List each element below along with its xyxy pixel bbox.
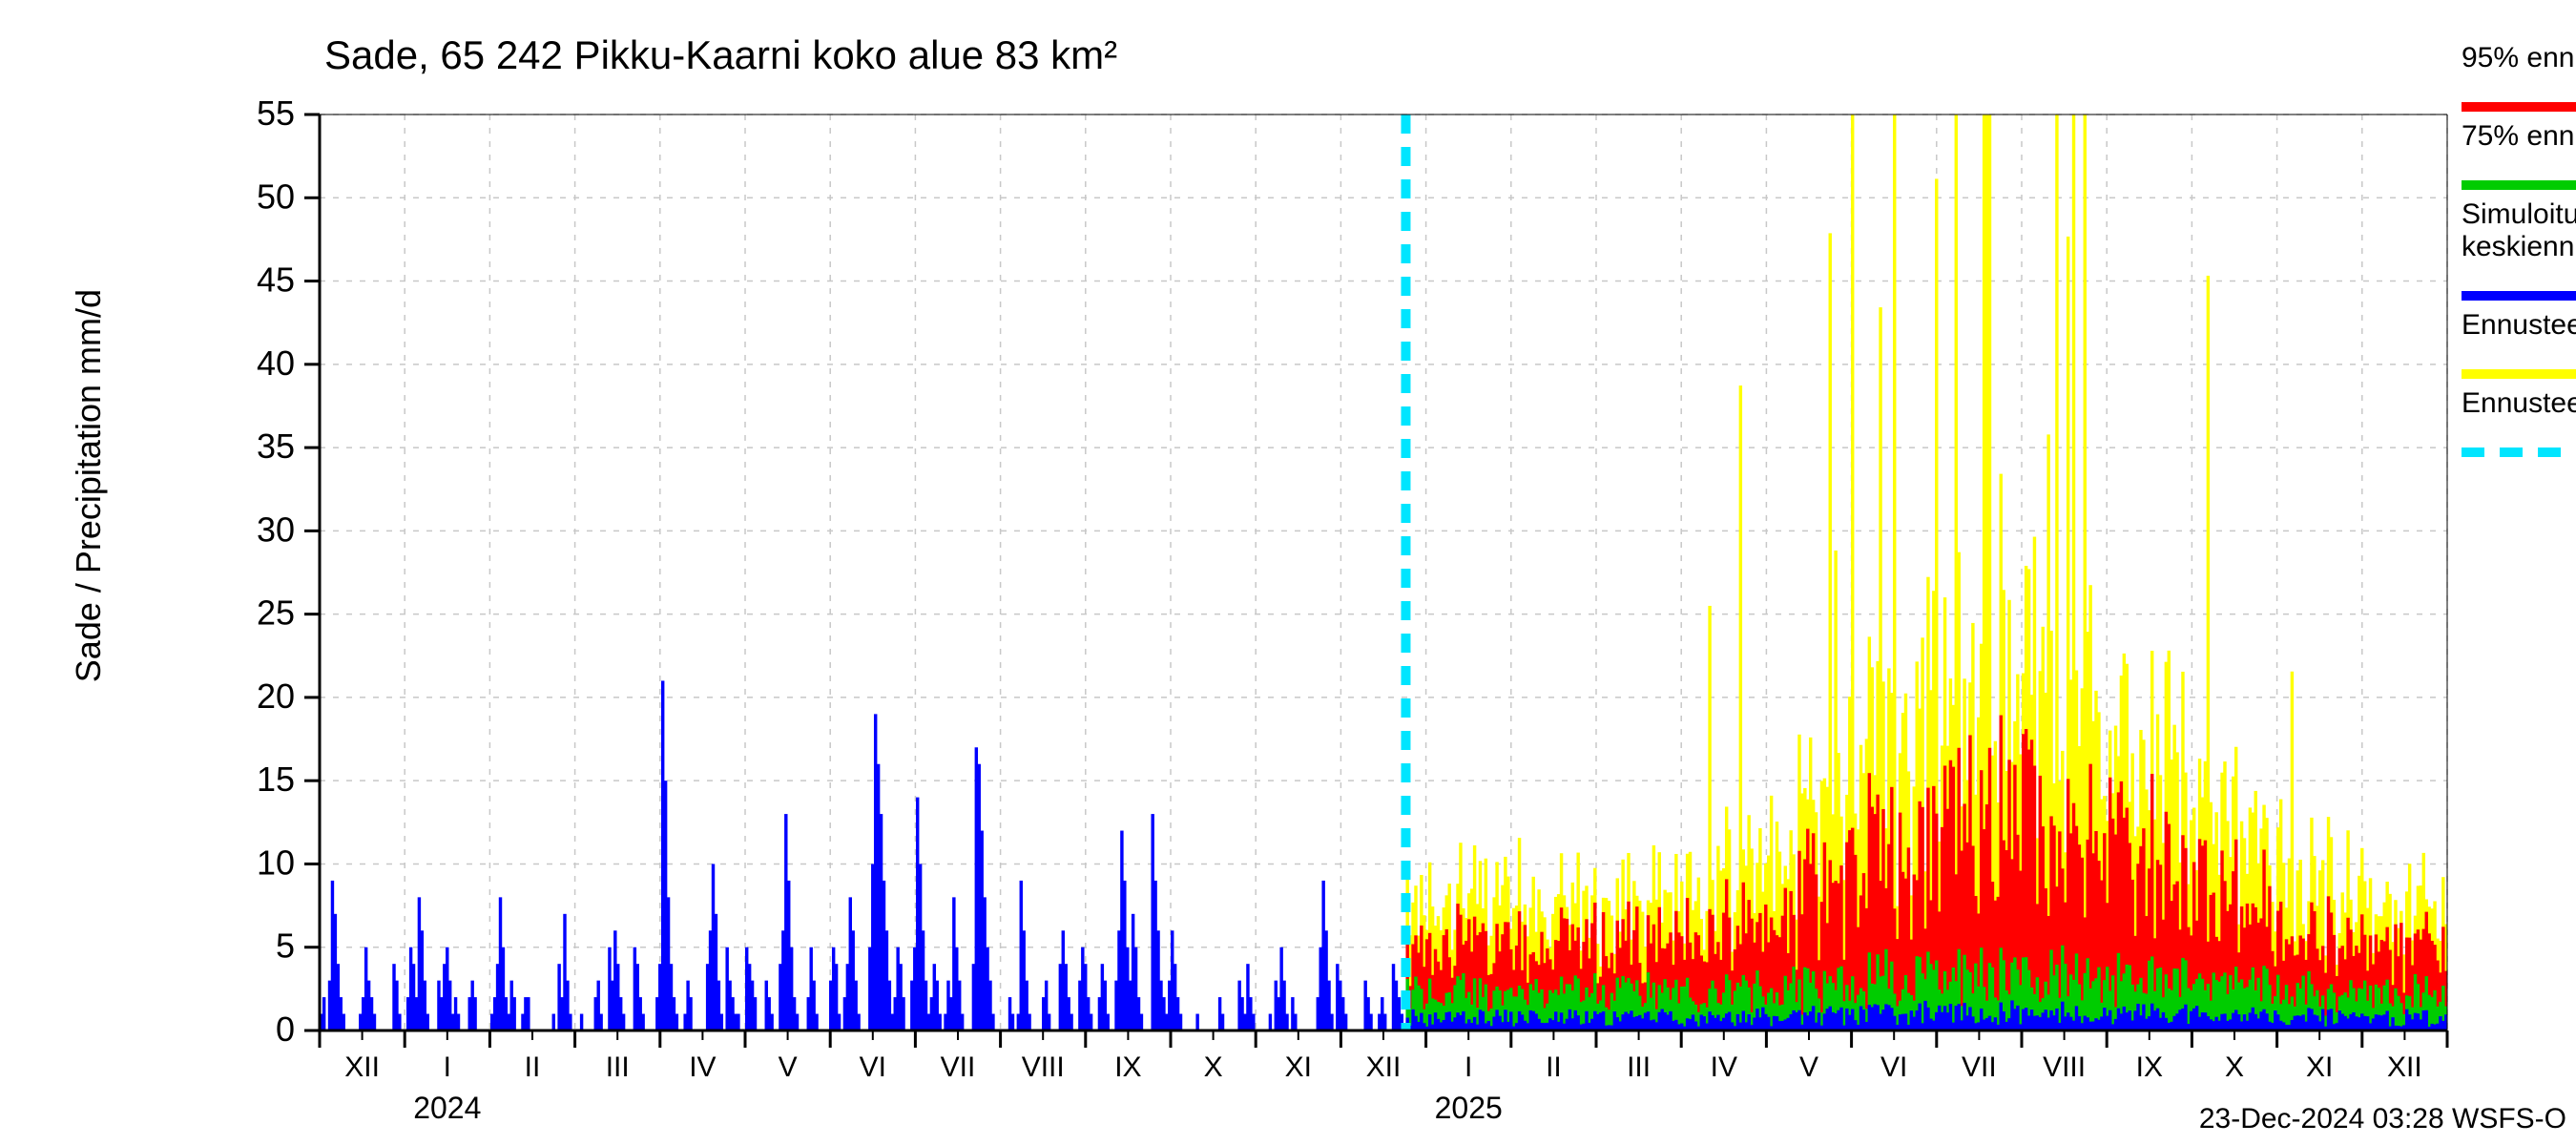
x-month-label: VI: [1880, 1051, 1907, 1083]
y-tick-label: 45: [257, 260, 295, 300]
legend-label: 75% ennuste: [2462, 120, 2576, 152]
x-month-label: II: [525, 1051, 541, 1083]
bars: [320, 114, 2448, 1030]
y-axis-label: Sade / Precipitation mm/d: [69, 289, 108, 682]
y-tick-label: 20: [257, 677, 295, 716]
x-month-label: XI: [2306, 1051, 2333, 1083]
y-tick-label: 50: [257, 177, 295, 216]
x-year-label: 2025: [1435, 1091, 1503, 1125]
x-year-label: 2024: [413, 1091, 481, 1125]
y-tick-label: 55: [257, 94, 295, 133]
x-month-label: XII: [1366, 1051, 1402, 1083]
x-month-label: X: [1204, 1051, 1223, 1083]
x-month-label: IX: [2136, 1051, 2163, 1083]
x-month-label: VIII: [1022, 1051, 1065, 1083]
y-tick-label: 10: [257, 843, 295, 882]
x-month-label: III: [1627, 1051, 1651, 1083]
y-tick-label: 25: [257, 593, 295, 633]
chart-title: Sade, 65 242 Pikku-Kaarni koko alue 83 k…: [324, 32, 1117, 77]
chart-svg: 0510152025303540455055XIIIIIIIIIVVVIVIIV…: [0, 0, 2576, 1145]
y-tick-label: 30: [257, 510, 295, 549]
x-month-label: X: [2225, 1051, 2244, 1083]
footer-text: 23-Dec-2024 03:28 WSFS-O: [2199, 1103, 2566, 1135]
x-month-label: I: [1465, 1051, 1472, 1083]
x-month-label: III: [606, 1051, 630, 1083]
y-tick-label: 5: [276, 926, 295, 966]
legend-label: Simuloitu historia ja: [2462, 198, 2576, 230]
chart-stage: 0510152025303540455055XIIIIIIIIIVVVIVIIV…: [0, 0, 2576, 1145]
x-month-label: IV: [1711, 1051, 1737, 1083]
legend: 95% ennuste 75% ennuste Simuloitu historia…: [2462, 42, 2576, 452]
legend-label: 95% ennuste: [2462, 42, 2576, 73]
x-month-label: VI: [860, 1051, 886, 1083]
legend-label: Ennusteen vaihteluväli: [2462, 309, 2576, 341]
y-tick-label: 15: [257, 760, 295, 799]
x-month-label: IX: [1114, 1051, 1141, 1083]
legend-label: keskiennuste: [2462, 231, 2576, 262]
x-month-label: VII: [941, 1051, 976, 1083]
x-month-label: XI: [1285, 1051, 1312, 1083]
x-month-label: V: [1799, 1051, 1818, 1083]
x-month-label: I: [444, 1051, 451, 1083]
x-month-label: II: [1546, 1051, 1562, 1083]
x-month-label: IV: [689, 1051, 716, 1083]
y-tick-label: 35: [257, 427, 295, 466]
x-month-label: XII: [2387, 1051, 2422, 1083]
x-month-label: V: [779, 1051, 798, 1083]
x-month-label: VIII: [2043, 1051, 2086, 1083]
x-month-label: XII: [344, 1051, 380, 1083]
y-tick-label: 0: [276, 1010, 295, 1049]
x-month-label: VII: [1962, 1051, 1997, 1083]
legend-label: Ennusteen alku: [2462, 387, 2576, 419]
y-tick-label: 40: [257, 344, 295, 383]
